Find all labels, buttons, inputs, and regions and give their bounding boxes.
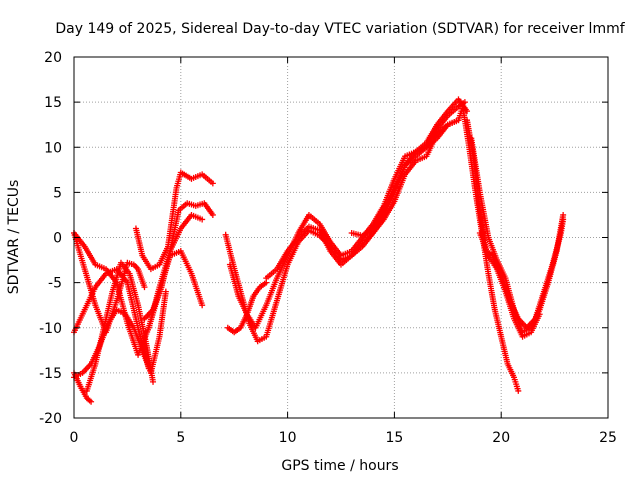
- axis-ticks: 0 5 10 15 20 25 -20 -15 -10 -5 0 5 10 15 20: [39, 50, 617, 446]
- x-tick-label: 10: [279, 430, 297, 446]
- y-tick-label: 20: [44, 50, 62, 66]
- series-track-9: [145, 248, 206, 331]
- data-point: [199, 302, 206, 309]
- data-point: [162, 288, 169, 295]
- y-tick-label: 15: [44, 95, 62, 111]
- series-track-2: [71, 369, 95, 405]
- x-tick-label: 25: [599, 430, 617, 446]
- y-tick-label: 5: [53, 185, 62, 201]
- x-axis-label: GPS time / hours: [281, 458, 398, 474]
- x-tick-label: 0: [70, 430, 79, 446]
- data-point: [209, 211, 216, 218]
- data-point: [536, 311, 543, 318]
- y-tick-label: -10: [39, 321, 62, 337]
- series-track-5: [83, 259, 157, 394]
- data-point: [455, 117, 462, 124]
- series-track-18: [476, 229, 543, 340]
- x-tick-label: 20: [492, 430, 510, 446]
- chart-title: Day 149 of 2025, Sidereal Day-to-day VTE…: [55, 21, 625, 37]
- series-track-7: [132, 169, 216, 273]
- data-point: [209, 180, 216, 187]
- y-tick-label: -20: [39, 411, 62, 427]
- data-point: [88, 398, 95, 405]
- y-tick-label: 0: [53, 231, 62, 247]
- x-tick-label: 15: [385, 430, 403, 446]
- data-point: [199, 216, 206, 223]
- y-axis-label: SDTVAR / TECUs: [6, 180, 22, 295]
- data-point: [150, 378, 157, 385]
- data-point: [560, 211, 567, 218]
- series-track-13: [263, 117, 462, 282]
- data-point: [461, 99, 468, 106]
- data-point: [141, 284, 148, 291]
- y-tick-label: 10: [44, 140, 62, 156]
- y-tick-label: -5: [48, 276, 62, 292]
- y-tick-label: -15: [39, 366, 62, 382]
- data-point: [515, 387, 522, 394]
- series-track-14: [348, 99, 468, 239]
- x-tick-label: 5: [176, 430, 185, 446]
